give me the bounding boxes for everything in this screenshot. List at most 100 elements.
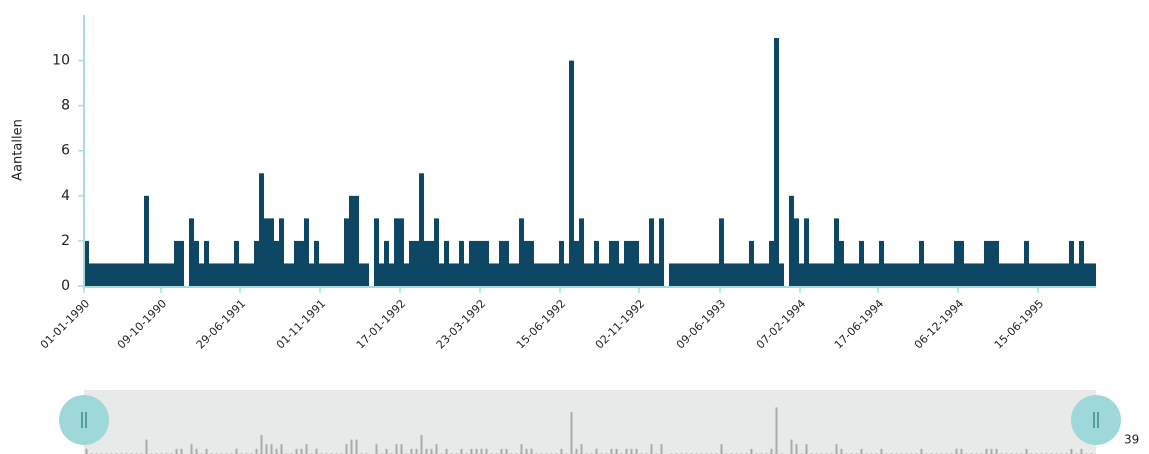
- bar: [974, 263, 979, 286]
- bar: [84, 240, 89, 286]
- y-tick-label: 0: [61, 278, 70, 294]
- bar: [129, 263, 134, 286]
- bar: [304, 218, 309, 286]
- bar: [694, 263, 699, 286]
- navigator-bar: [575, 448, 578, 454]
- bar: [804, 218, 809, 286]
- x-tick-label: 15-06-1992: [514, 297, 568, 351]
- bar: [279, 218, 284, 286]
- navigator-bar: [660, 444, 663, 454]
- bar: [249, 263, 254, 286]
- bar: [154, 263, 159, 286]
- navigator-bar: [355, 439, 358, 454]
- bar: [599, 263, 604, 286]
- bar: [359, 263, 364, 286]
- navigator-bar: [990, 448, 993, 454]
- y-tick-label: 4: [61, 188, 70, 204]
- bar: [989, 240, 994, 286]
- bar: [939, 263, 944, 286]
- navigator-bar: [795, 444, 798, 454]
- bar: [789, 195, 794, 286]
- bar: [684, 263, 689, 286]
- bar: [589, 263, 594, 286]
- bar: [969, 263, 974, 286]
- bar: [409, 240, 414, 286]
- bar: [869, 263, 874, 286]
- bar: [554, 263, 559, 286]
- x-tick-label: 06-12-1994: [912, 297, 966, 351]
- navigator-handle-right[interactable]: [1071, 395, 1121, 445]
- x-tick-label: 17-06-1994: [832, 297, 886, 351]
- navigator-bar: [395, 444, 398, 454]
- bar: [924, 263, 929, 286]
- navigator-bar: [255, 448, 258, 454]
- navigator-bar: [1070, 448, 1073, 454]
- navigator-bar: [145, 439, 148, 454]
- bar: [274, 240, 279, 286]
- bar: [759, 263, 764, 286]
- bar: [1019, 263, 1024, 286]
- bar: [644, 263, 649, 286]
- bar: [489, 263, 494, 286]
- navigator-background: [84, 390, 1096, 454]
- navigator-bar: [505, 448, 508, 454]
- navigator-bar: [410, 448, 413, 454]
- bar: [824, 263, 829, 286]
- bar: [604, 263, 609, 286]
- bar: [779, 263, 784, 286]
- bar: [934, 263, 939, 286]
- bar: [259, 173, 264, 286]
- bar: [334, 263, 339, 286]
- bar: [354, 195, 359, 286]
- bar: [239, 263, 244, 286]
- navigator-bar: [610, 448, 613, 454]
- bar: [734, 263, 739, 286]
- bar: [469, 240, 474, 286]
- bar: [909, 263, 914, 286]
- bar: [529, 240, 534, 286]
- bar: [1039, 263, 1044, 286]
- bar: [209, 263, 214, 286]
- bar: [164, 263, 169, 286]
- navigator-bar: [840, 448, 843, 454]
- bar: [474, 240, 479, 286]
- bar: [219, 263, 224, 286]
- bar: [754, 263, 759, 286]
- bar: [419, 173, 424, 286]
- navigator-bar: [275, 448, 278, 454]
- bar: [1059, 263, 1064, 286]
- bar: [1009, 263, 1014, 286]
- bar: [269, 218, 274, 286]
- bar: [854, 263, 859, 286]
- navigator-bar: [770, 448, 773, 454]
- navigator-bar: [790, 439, 793, 454]
- navigator-bar: [195, 448, 198, 454]
- bar: [914, 263, 919, 286]
- bar: [229, 263, 234, 286]
- bar: [714, 263, 719, 286]
- x-tick-label: 29-06-1991: [194, 297, 248, 351]
- bar: [344, 218, 349, 286]
- bar: [844, 263, 849, 286]
- bar: [994, 240, 999, 286]
- bar: [214, 263, 219, 286]
- navigator-bar: [175, 448, 178, 454]
- navigator-bar: [560, 448, 563, 454]
- x-tick-label: 02-11-1992: [593, 297, 647, 351]
- navigator-bar: [420, 435, 423, 454]
- navigator-bar: [985, 448, 988, 454]
- bar: [699, 263, 704, 286]
- bar: [204, 240, 209, 286]
- bar: [99, 263, 104, 286]
- x-tick-label: 07-02-1994: [754, 297, 808, 351]
- navigator-bar: [435, 444, 438, 454]
- navigator-handle-left[interactable]: [59, 395, 109, 445]
- bar: [1024, 240, 1029, 286]
- bar: [819, 263, 824, 286]
- bar: [659, 218, 664, 286]
- bar: [744, 263, 749, 286]
- bar: [1049, 263, 1054, 286]
- y-axis-label: Aantallen: [11, 119, 26, 181]
- bar: [484, 240, 489, 286]
- bar: [479, 240, 484, 286]
